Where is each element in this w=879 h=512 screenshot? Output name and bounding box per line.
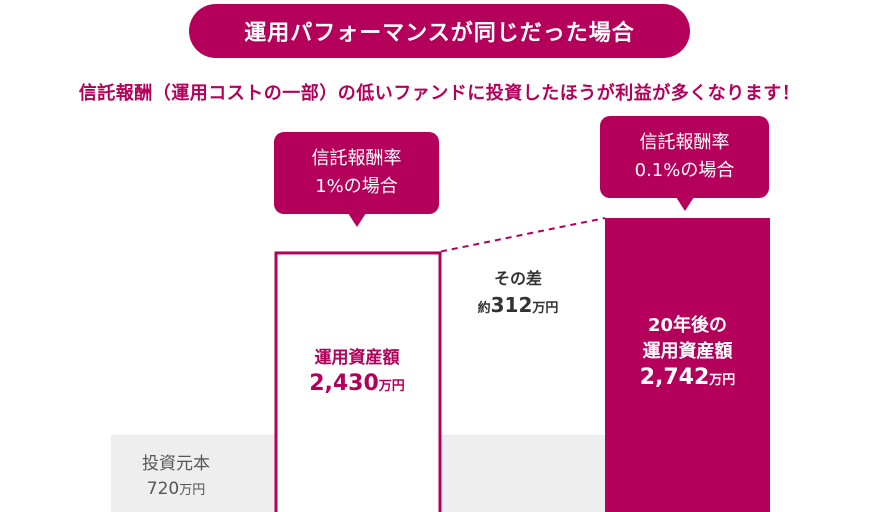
bar-01pct-value: 2,742 [639,365,710,390]
fee-1pct-callout: 信託報酬率 1%の場合 [274,132,439,227]
principal-value-label: 720万円 [111,477,241,503]
bar-1pct-value-label: 2,430万円 [277,371,437,400]
bar-01pct-label: 20年後の 運用資産額 2,742万円 [605,313,770,394]
bar-01pct [605,218,770,512]
chart-subtitle: 信託報酬（運用コストの一部）の低いファンドに投資したほうが利益が多くなります！ [78,83,801,104]
fee-01pct-label-line2: 0.1%の場合 [634,160,735,181]
bar-01pct-label-line2: 運用資産額 [642,341,733,362]
fee-01pct-callout: 信託報酬率 0.1%の場合 [600,116,769,211]
fee-01pct-label-line1: 信託報酬率 [639,132,730,153]
bar-01pct-label-line1: 20年後の [647,315,728,336]
principal-value: 720 [146,479,180,499]
bar-1pct-label: 運用資産額 2,430万円 [277,345,437,400]
difference-value-label: 約312万円 [458,292,578,322]
bar-1pct [274,251,442,512]
bar-01pct-value-label: 2,742万円 [605,365,770,394]
bar-1pct-value: 2,430 [309,371,379,396]
difference-dashed-line [440,217,606,253]
fee-1pct-label-line1: 信託報酬率 [311,148,402,169]
bar-1pct-label-line1: 運用資産額 [314,348,400,368]
principal-label-line1: 投資元本 [142,454,210,474]
bar-01pct-unit: 万円 [709,373,736,388]
difference-unit: 万円 [532,301,559,316]
principal-label: 投資元本 720万円 [111,452,241,503]
fee-1pct-label-line2: 1%の場合 [315,176,398,197]
difference-prefix: 約 [477,301,491,316]
principal-unit: 万円 [179,483,206,498]
difference-value: 312 [490,293,533,317]
difference-label-line1: その差 [493,269,542,288]
bar-1pct-unit: 万円 [378,379,405,394]
difference-annotation: その差 約312万円 [458,266,578,322]
chart-title: 運用パフォーマンスが同じだった場合 [189,4,690,58]
